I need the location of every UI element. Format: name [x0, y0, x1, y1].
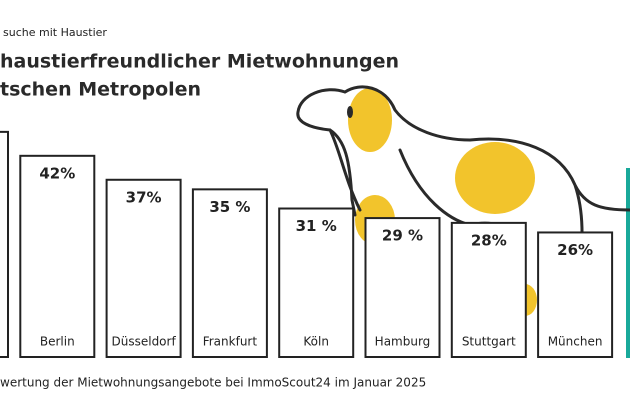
value-label: 37% [126, 188, 162, 206]
bar [19, 154, 96, 358]
footer: wertung der Mietwohnungsangebote bei Imm… [0, 376, 426, 390]
title-line: haustierfreundlicher Mietwohnungen [0, 51, 399, 73]
bar [278, 207, 355, 358]
category-label: Hamburg [375, 335, 431, 349]
bar [0, 130, 9, 358]
bar [191, 188, 268, 358]
bar [537, 231, 614, 359]
value-label: 29 % [382, 227, 423, 245]
category-label: Stuttgart [462, 335, 516, 349]
bar [450, 221, 527, 358]
title-line: tschen Metropolen [0, 79, 201, 101]
value-label: 26% [557, 241, 593, 259]
value-label: 31 % [296, 217, 337, 235]
bar [105, 178, 182, 358]
category-label: Köln [303, 335, 329, 349]
value-label: 35 % [209, 198, 250, 216]
bar [364, 217, 441, 358]
category-label: Düsseldorf [112, 335, 177, 349]
category-label: München [548, 335, 603, 349]
value-label: 28% [471, 231, 507, 249]
category-label: Berlin [40, 335, 75, 349]
value-label: 42% [39, 164, 75, 182]
subtitle: suche mit Haustier [3, 26, 107, 39]
category-label: Frankfurt [203, 335, 258, 349]
